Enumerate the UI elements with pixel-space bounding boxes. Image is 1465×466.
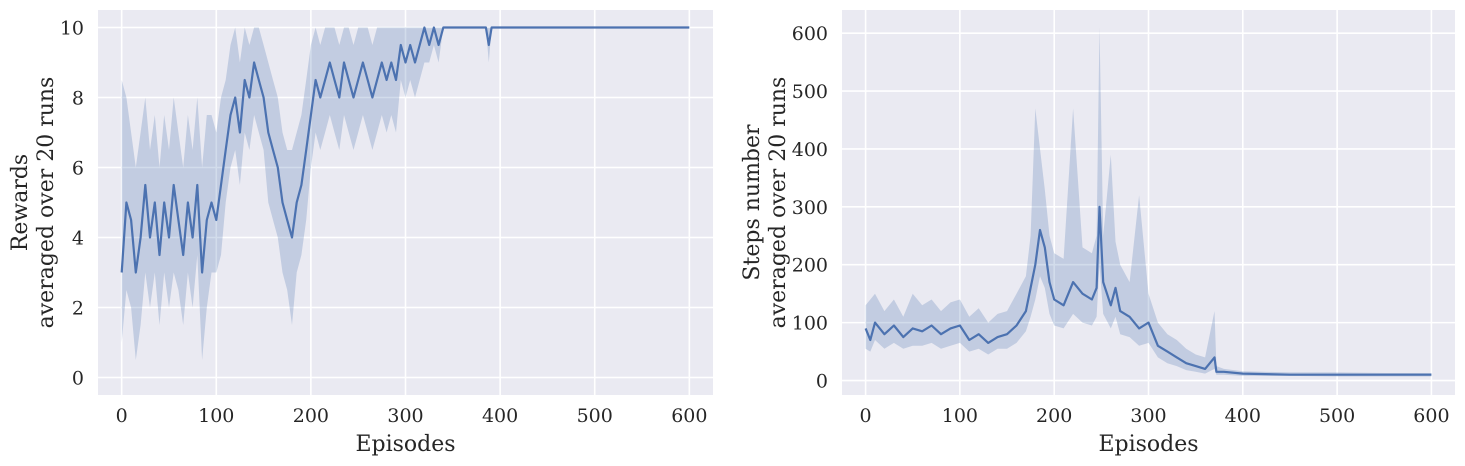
y-tick-label: 200 xyxy=(792,255,828,277)
y-axis-label: Steps number xyxy=(740,124,765,281)
y-tick-label: 10 xyxy=(60,18,84,40)
y-tick-label: 0 xyxy=(72,368,84,390)
y-tick-label: 300 xyxy=(792,197,828,219)
x-tick-label: 0 xyxy=(116,405,128,427)
x-tick-label: 100 xyxy=(198,405,234,427)
y-tick-label: 500 xyxy=(792,81,828,103)
x-tick-label: 400 xyxy=(1225,405,1261,427)
confidence-band xyxy=(865,27,1432,377)
x-tick-label: 0 xyxy=(860,405,872,427)
mean-line xyxy=(864,205,1432,376)
steps-panel: 0 100 200 300 400 500 600 0 100 200 300 400 500 600 Ep… xyxy=(740,10,1455,457)
y-tick-label: 100 xyxy=(792,313,828,335)
y-tick-label: 8 xyxy=(72,88,84,110)
y-axis-label: averaged over 20 runs xyxy=(34,77,59,329)
x-tick-label: 600 xyxy=(671,405,707,427)
x-tick-label: 200 xyxy=(293,405,329,427)
x-axis-label: Episodes xyxy=(1098,432,1198,457)
y-tick-label: 0 xyxy=(816,371,828,393)
x-tick-label: 300 xyxy=(1130,405,1166,427)
x-tick-label: 600 xyxy=(1413,405,1449,427)
y-tick-label: 2 xyxy=(72,298,84,320)
y-tick-label: 6 xyxy=(72,158,84,180)
rewards-panel: 0 100 200 300 400 500 600 0 2 4 6 8 10 Episodes Reward… xyxy=(8,10,713,457)
y-axis-label: Rewards xyxy=(8,154,33,251)
x-tick-label: 100 xyxy=(942,405,978,427)
x-tick-label: 500 xyxy=(577,405,613,427)
mean-line xyxy=(120,26,690,274)
y-tick-label: 400 xyxy=(792,139,828,161)
y-tick-label: 600 xyxy=(792,23,828,45)
x-tick-label: 500 xyxy=(1319,405,1355,427)
x-tick-label: 200 xyxy=(1036,405,1072,427)
y-tick-label: 4 xyxy=(72,228,84,250)
confidence-band xyxy=(121,27,690,360)
y-axis-label: averaged over 20 runs xyxy=(766,77,791,329)
x-axis-label: Episodes xyxy=(355,432,455,457)
x-tick-label: 400 xyxy=(482,405,518,427)
x-tick-label: 300 xyxy=(387,405,423,427)
